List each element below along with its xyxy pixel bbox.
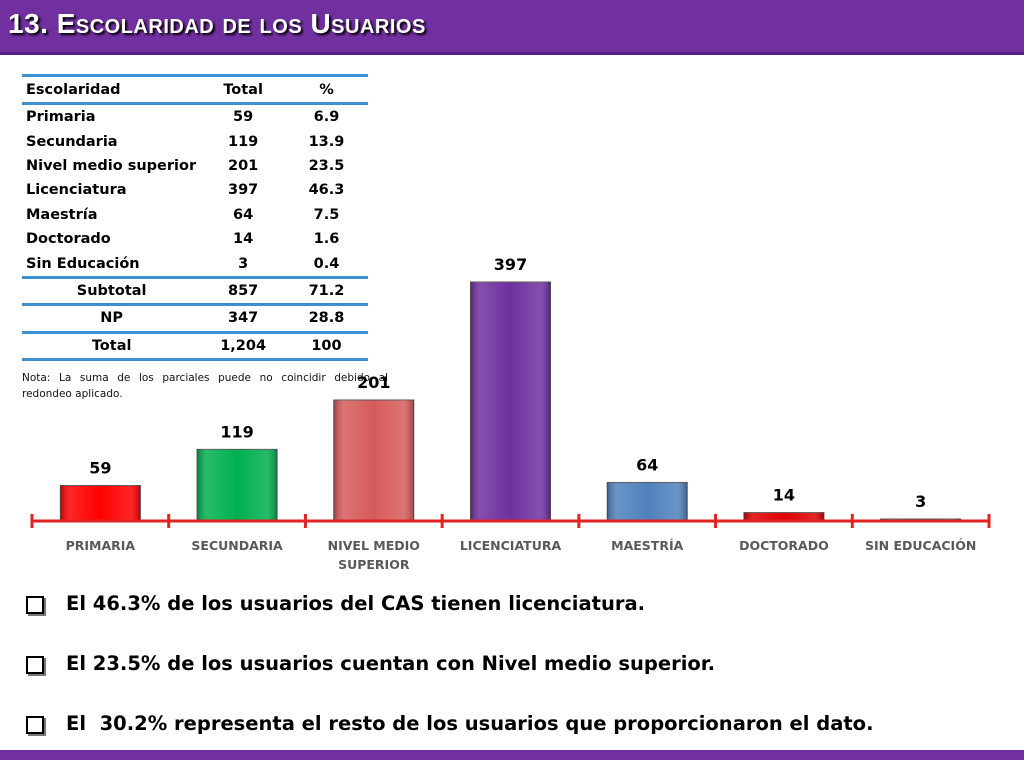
bullet-item: El 23.5% de los usuarios cuentan con Niv… — [24, 646, 1014, 706]
row-total: 397 — [227, 182, 259, 199]
row-category: Licenciatura — [26, 182, 127, 199]
row-percent: 46.3 — [308, 182, 345, 199]
bullet-item: El 46.3% de los usuarios del CAS tienen … — [24, 586, 1014, 646]
row-total: 3 — [238, 255, 249, 272]
total-row: Total 1,204 100 — [22, 330, 368, 362]
category-label: NIVEL MEDIO — [328, 538, 420, 553]
np-label: NP — [22, 303, 202, 333]
header-percent: % — [284, 74, 368, 105]
checkbox-bullet-icon — [26, 716, 44, 734]
table-row: Licenciatura 397 46.3 — [22, 178, 368, 202]
row-percent: 7.5 — [313, 206, 340, 223]
bullet-text: El 30.2% representa el resto de los usua… — [66, 712, 874, 735]
table-header-row: Escolaridad Total % — [22, 74, 368, 105]
bullet-list: El 46.3% de los usuarios del CAS tienen … — [24, 586, 1014, 766]
row-total: 64 — [233, 206, 254, 223]
row-category: Sin Educación — [26, 255, 140, 272]
category-label: SIN EDUCACIÓN — [865, 538, 976, 553]
row-total: 201 — [227, 157, 259, 174]
row-percent: 23.5 — [308, 157, 345, 174]
table-row: Maestría 64 7.5 — [22, 203, 368, 227]
header-escolaridad: Escolaridad — [22, 74, 202, 105]
category-label: DOCTORADO — [739, 538, 829, 553]
row-percent: 0.4 — [313, 255, 340, 272]
category-label: LICENCIATURA — [460, 538, 562, 553]
row-category: Nivel medio superior — [26, 157, 197, 174]
checkbox-bullet-icon — [26, 596, 44, 614]
row-category: Maestría — [26, 206, 98, 223]
table-note: Nota: La suma de los parciales puede no … — [22, 372, 388, 400]
schooling-table: Escolaridad Total % Primaria 59 6.9 Secu… — [22, 74, 368, 362]
category-label: MAESTRÍA — [611, 538, 683, 553]
data-label: 64 — [636, 455, 658, 474]
bullet-item: El 30.2% representa el resto de los usua… — [24, 706, 1014, 766]
bullet-text: El 23.5% de los usuarios cuentan con Niv… — [66, 652, 716, 675]
data-label: 14 — [773, 486, 795, 505]
row-category: Primaria — [26, 109, 96, 126]
title-bar: 13. Escolaridad de los Usuarios — [0, 0, 1024, 55]
bottom-bar — [0, 750, 1024, 760]
bar-bevel — [60, 485, 141, 521]
subtotal-percent: 71.2 — [284, 275, 368, 305]
row-percent: 1.6 — [313, 231, 340, 248]
category-label: PRIMARIA — [66, 538, 136, 553]
row-percent: 6.9 — [313, 109, 340, 126]
bar-bevel — [743, 512, 824, 521]
row-category: Secundaria — [26, 133, 118, 150]
total-percent: 100 — [284, 330, 368, 362]
subtotal-row: Subtotal 857 71.2 — [22, 275, 368, 305]
bullet-text: El 46.3% de los usuarios del CAS tienen … — [66, 592, 646, 615]
subtotal-total: 857 — [201, 275, 285, 305]
header-total: Total — [201, 74, 285, 105]
category-label: SECUNDARIA — [191, 538, 283, 553]
data-label: 397 — [494, 255, 527, 274]
np-total: 347 — [201, 303, 285, 333]
bar-bevel — [607, 482, 688, 521]
subtotal-label: Subtotal — [22, 275, 202, 305]
slide-title: 13. Escolaridad de los Usuarios — [8, 8, 426, 39]
bar-bevel — [197, 449, 278, 521]
table-row: Doctorado 14 1.6 — [22, 227, 368, 251]
table-row: Primaria 59 6.9 — [22, 104, 368, 130]
total-label: Total — [22, 330, 202, 362]
category-label: SUPERIOR — [338, 557, 410, 572]
row-total: 119 — [227, 133, 259, 150]
table-row: Secundaria 119 13.9 — [22, 129, 368, 153]
data-label: 119 — [220, 422, 253, 441]
bar-bevel — [333, 399, 414, 521]
row-total: 59 — [233, 109, 254, 126]
row-percent: 13.9 — [308, 133, 345, 150]
table-row: Sin Educación 3 0.4 — [22, 251, 368, 277]
checkbox-bullet-icon — [26, 656, 44, 674]
total-total: 1,204 — [201, 330, 285, 362]
data-label: 3 — [915, 492, 926, 511]
row-category: Doctorado — [26, 231, 111, 248]
row-total: 14 — [233, 231, 254, 248]
bar-bevel — [470, 282, 551, 521]
np-percent: 28.8 — [284, 303, 368, 333]
data-label: 201 — [357, 373, 390, 392]
np-row: NP 347 28.8 — [22, 303, 368, 333]
schooling-bar-chart: 59 PRIMARIA 119 SECUNDARIA 201 NIVEL MEDIO SUP… — [30, 255, 991, 572]
data-label: 59 — [89, 458, 111, 477]
table-row: Nivel medio superior 201 23.5 — [22, 154, 368, 178]
